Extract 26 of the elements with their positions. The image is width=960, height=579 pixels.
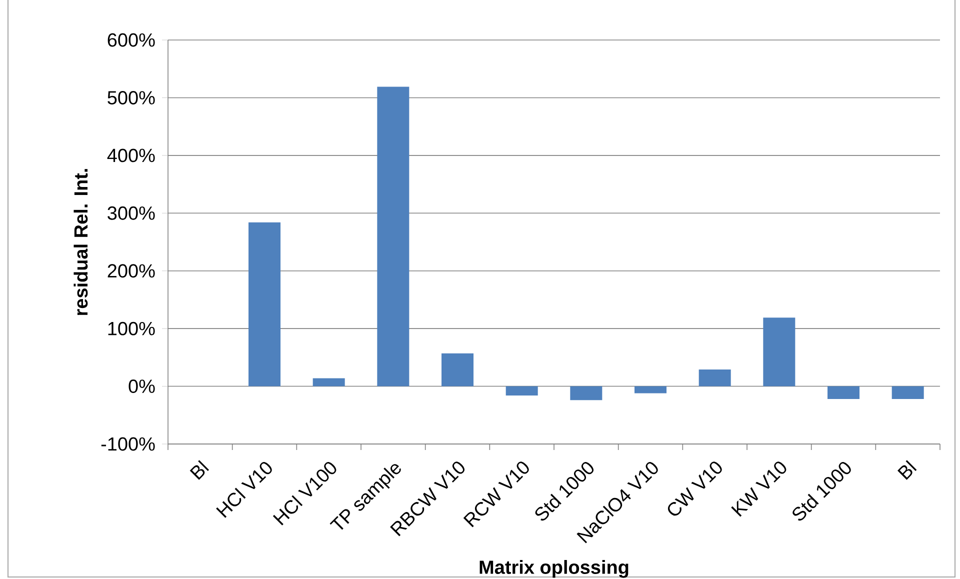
bar <box>248 222 281 386</box>
x-tick-label: KW V10 <box>731 462 786 517</box>
bar <box>828 386 860 399</box>
y-axis-title: residual Rel. Int. <box>74 169 88 316</box>
y-tick-label: 300% <box>108 206 155 220</box>
y-tick-label: 100% <box>108 322 155 336</box>
y-tick-label: 500% <box>108 90 155 104</box>
y-tick-label: 600% <box>108 33 155 47</box>
bar <box>506 386 538 396</box>
y-tick-label: 0% <box>128 380 155 394</box>
bar <box>634 386 667 394</box>
bar <box>312 378 345 386</box>
y-tick-label: 200% <box>108 264 155 278</box>
x-tick-label: CW V10 <box>668 462 722 516</box>
x-axis-title: Matrix oplossing <box>480 560 628 578</box>
bar <box>377 86 410 386</box>
x-tick-label: Bl <box>897 460 917 480</box>
bar <box>570 386 602 400</box>
bar <box>698 370 731 386</box>
bar <box>892 386 924 399</box>
x-tick-label: HCl V10 <box>216 462 272 518</box>
bar <box>442 353 474 386</box>
y-tick-label: -100% <box>101 437 155 451</box>
bar <box>763 318 796 386</box>
y-tick-label: 400% <box>107 148 155 162</box>
x-tick-label: Bl <box>190 460 210 480</box>
